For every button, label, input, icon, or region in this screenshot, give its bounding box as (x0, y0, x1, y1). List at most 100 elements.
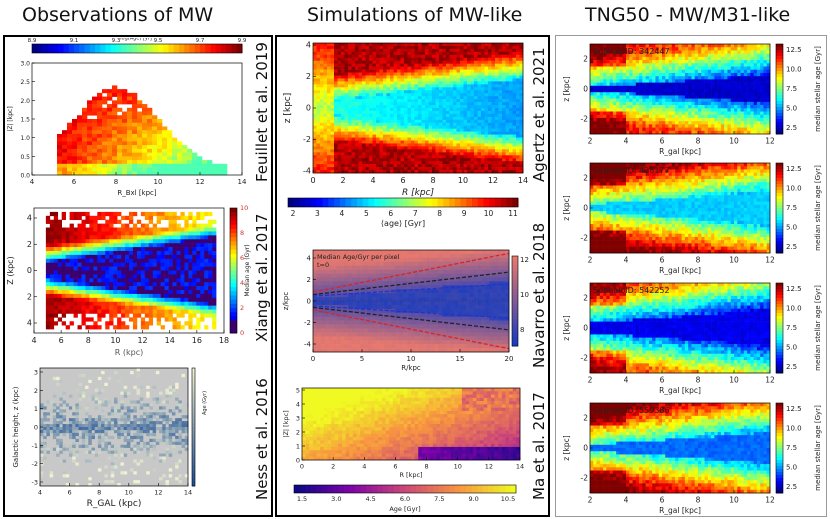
xiang-cell (200, 309, 205, 314)
agertz-cell (348, 93, 352, 97)
y-tick-label: 3.0 (20, 61, 30, 68)
agertz-cell (460, 143, 464, 147)
agertz-cell (358, 128, 363, 132)
ness-cell (88, 397, 92, 401)
agertz-cell (435, 102, 440, 106)
agertz-cell (351, 87, 356, 91)
feuillet-cell (122, 145, 128, 150)
agertz-cell (372, 60, 377, 64)
xiang-cell (140, 293, 146, 299)
agertz-cell (421, 143, 426, 147)
colorbar-segment (230, 324, 237, 330)
agertz-cell (435, 69, 440, 73)
xiang-cell (89, 297, 94, 303)
feuillet-cell (62, 133, 68, 138)
agertz-cell (488, 45, 492, 50)
ness-cell (139, 459, 144, 463)
agertz-cell (491, 57, 496, 62)
agertz-cell (418, 143, 422, 147)
agertz-cell (351, 72, 356, 76)
ness-cell (165, 415, 169, 419)
agertz-cell (358, 57, 363, 62)
agertz-cell (414, 161, 419, 165)
agertz-cell (355, 161, 359, 165)
xiang-cell (184, 231, 189, 236)
xiang-cell (65, 266, 70, 271)
xiang-cell (204, 305, 209, 310)
agertz-cell (330, 45, 335, 50)
agertz-cell (498, 57, 503, 62)
agertz-cell (449, 164, 454, 168)
agertz-cell (362, 87, 366, 91)
ness-cell (120, 453, 124, 457)
agertz-cell (474, 155, 478, 159)
agertz-cell (421, 134, 426, 138)
agertz-cell (348, 110, 352, 115)
agertz-cell (502, 137, 506, 141)
agertz-cell (453, 116, 457, 121)
feuillet-cell (107, 126, 113, 131)
agertz-cell (488, 48, 492, 53)
xiang-cell (97, 227, 102, 232)
xiang-cell (136, 309, 142, 314)
ness-cell (136, 450, 141, 454)
agertz-cell (365, 116, 370, 121)
agertz-cell (498, 140, 503, 144)
agertz-cell (351, 158, 356, 162)
feuillet-cell (97, 152, 103, 157)
agertz-cell (348, 140, 352, 144)
ness-cell (165, 427, 169, 431)
agertz-cell (365, 119, 370, 124)
feuillet-cell (87, 133, 93, 138)
xiang-cell (85, 286, 90, 291)
ness-cell (52, 406, 57, 410)
ness-cell (104, 465, 108, 469)
agertz-cell (446, 105, 450, 109)
agertz-cell (341, 51, 345, 56)
agertz-cell (481, 134, 485, 138)
agertz-cell (477, 110, 482, 115)
agertz-cell (386, 113, 391, 118)
agertz-cell (484, 102, 489, 106)
agertz-cell (495, 125, 499, 129)
ness-cell (59, 418, 63, 422)
xiang-cell (176, 309, 181, 314)
agertz-cell (498, 48, 503, 53)
ness-cell (120, 432, 124, 437)
colorbar-segment (121, 44, 127, 53)
colorbar-label: Median age (Gyr) (244, 244, 251, 296)
agertz-cell (470, 102, 475, 106)
agertz-cell (400, 140, 405, 144)
agertz-cell (502, 45, 506, 50)
xiang-cell (97, 239, 102, 244)
agertz-cell (488, 108, 492, 112)
agertz-cell (435, 75, 440, 79)
ness-cell (149, 438, 153, 443)
xiang-cell (73, 305, 78, 310)
agertz-cell (376, 63, 380, 67)
agertz-cell (439, 60, 443, 64)
agertz-cell (383, 43, 387, 47)
agertz-cell (341, 122, 345, 127)
agertz-cell (365, 122, 370, 127)
agertz-cell (369, 45, 373, 50)
xiang-cell (180, 309, 185, 314)
agertz-cell (474, 63, 478, 67)
xiang-cell (136, 286, 142, 291)
xiang-cell (77, 250, 82, 256)
xiang-cell (164, 243, 169, 248)
ness-cell (133, 421, 137, 425)
agertz-cell (428, 105, 433, 109)
agertz-cell (341, 57, 345, 62)
xiang-cell (164, 250, 169, 256)
xiang-cell (73, 254, 78, 260)
ness-cell (181, 441, 186, 445)
xiang-cell (125, 223, 130, 228)
agertz-cell (498, 131, 503, 135)
agertz-cell (316, 81, 321, 85)
ness-cell (159, 391, 163, 395)
agertz-cell (495, 96, 499, 100)
xiang-cell (65, 227, 70, 232)
agertz-cell (467, 155, 471, 159)
xiang-cell (172, 219, 177, 224)
